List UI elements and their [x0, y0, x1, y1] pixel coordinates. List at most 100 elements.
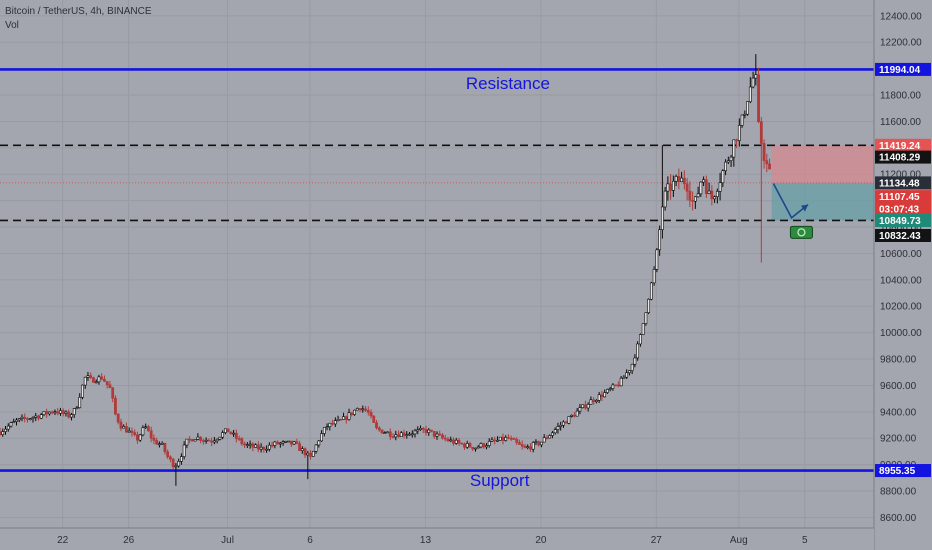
candle-body — [105, 381, 109, 386]
candle-body — [600, 394, 604, 398]
candle-body — [311, 451, 315, 457]
candle-body — [564, 421, 568, 424]
candle-body — [427, 429, 431, 433]
candle-body — [103, 378, 106, 382]
price-tag[interactable]: 10849.73 — [875, 213, 931, 227]
candle-body — [144, 426, 148, 428]
candle-body — [383, 432, 387, 434]
candle-body — [218, 436, 222, 440]
y-tick-label: 9200.00 — [880, 434, 917, 445]
candle-body — [416, 429, 420, 432]
candle-body — [125, 426, 128, 433]
x-tick-label: Jul — [221, 535, 234, 546]
candle-body — [364, 408, 367, 411]
candle-body — [485, 445, 488, 448]
candle-body — [496, 439, 499, 442]
candle-body — [474, 447, 477, 450]
candle-body — [314, 444, 318, 452]
candle-body — [4, 428, 7, 432]
candle-body — [61, 410, 65, 414]
candle-body — [578, 407, 582, 412]
candle-body — [127, 430, 131, 433]
candle-body — [26, 418, 29, 420]
candle-body — [691, 199, 695, 202]
candle-body — [754, 74, 758, 79]
candle-body — [174, 465, 178, 468]
candle-body — [284, 440, 288, 443]
candle-body — [20, 416, 24, 419]
candle-body — [342, 416, 345, 420]
reward-zone[interactable] — [771, 182, 874, 221]
price-tag-bg — [875, 464, 931, 478]
candle-body — [320, 433, 323, 442]
candle-body — [658, 229, 662, 251]
candle-body — [114, 397, 117, 415]
candle-body — [718, 182, 722, 192]
candle-body — [523, 445, 527, 448]
price-tag[interactable]: 11107.45 — [875, 190, 931, 204]
candle-body — [479, 443, 483, 448]
candle-body — [136, 434, 139, 441]
price-tag-bg — [875, 202, 931, 216]
candle-body — [713, 196, 716, 200]
candle-body — [465, 443, 469, 448]
candle-body — [221, 432, 225, 438]
candle-body — [199, 436, 203, 441]
candle-body — [729, 156, 733, 161]
candle-body — [366, 410, 370, 413]
candle-body — [333, 420, 337, 425]
candle-body — [300, 448, 304, 451]
candle-body — [394, 434, 398, 438]
y-tick-label: 9800.00 — [880, 355, 917, 366]
price-tag[interactable]: 11419.24 — [875, 138, 931, 152]
candle-body — [215, 438, 219, 442]
price-tag[interactable]: 8955.35 — [875, 464, 931, 478]
candle-body — [616, 384, 620, 387]
candle-body — [545, 437, 549, 439]
candle-body — [237, 438, 241, 440]
price-tag[interactable]: 11994.04 — [875, 62, 931, 76]
price-tag[interactable]: 10832.43 — [875, 228, 931, 242]
candle-body — [699, 181, 703, 195]
candle-body — [509, 438, 513, 440]
price-axis[interactable]: 8600.008800.009000.009200.009400.009600.… — [873, 0, 932, 550]
candle-body — [597, 394, 601, 401]
x-tick-label: 6 — [307, 535, 313, 546]
risk-zone[interactable] — [771, 145, 874, 183]
candle-body — [289, 440, 293, 445]
candle-body — [45, 411, 49, 415]
candle-body — [498, 436, 502, 441]
candle-body — [438, 433, 442, 436]
candle-body — [493, 439, 497, 442]
candle-body — [441, 434, 444, 439]
candle-body — [292, 441, 296, 445]
y-tick-label: 10000.00 — [880, 328, 922, 339]
candle-body — [386, 431, 389, 434]
candle-body — [122, 426, 126, 429]
candle-body — [223, 428, 227, 433]
candle-body — [526, 446, 530, 449]
candle-body — [435, 433, 439, 437]
price-tag[interactable]: 11408.29 — [875, 150, 931, 164]
price-tag[interactable]: 11134.48 — [875, 176, 931, 190]
candle-body — [322, 427, 326, 434]
candle-body — [179, 456, 183, 462]
candle-body — [443, 437, 447, 440]
horizontal-levels[interactable] — [0, 68, 874, 472]
candle-body — [67, 411, 71, 418]
candle-body — [680, 177, 684, 182]
candle-body — [759, 121, 763, 144]
time-axis[interactable]: 22 26 Jul 6 13 20 27 Aug 5 — [0, 527, 874, 550]
candle-body — [463, 443, 466, 448]
candle-body — [556, 426, 560, 430]
x-tick-label: 5 — [802, 535, 808, 546]
candle-body — [309, 452, 312, 457]
candle-body — [243, 443, 247, 446]
candle-body — [693, 196, 697, 202]
candle-body — [34, 415, 38, 418]
price-tag-label: 8955.35 — [879, 466, 916, 477]
candle-body — [155, 440, 159, 445]
candle-body — [413, 430, 417, 435]
price-tag[interactable]: 03:07:43 — [875, 202, 931, 216]
